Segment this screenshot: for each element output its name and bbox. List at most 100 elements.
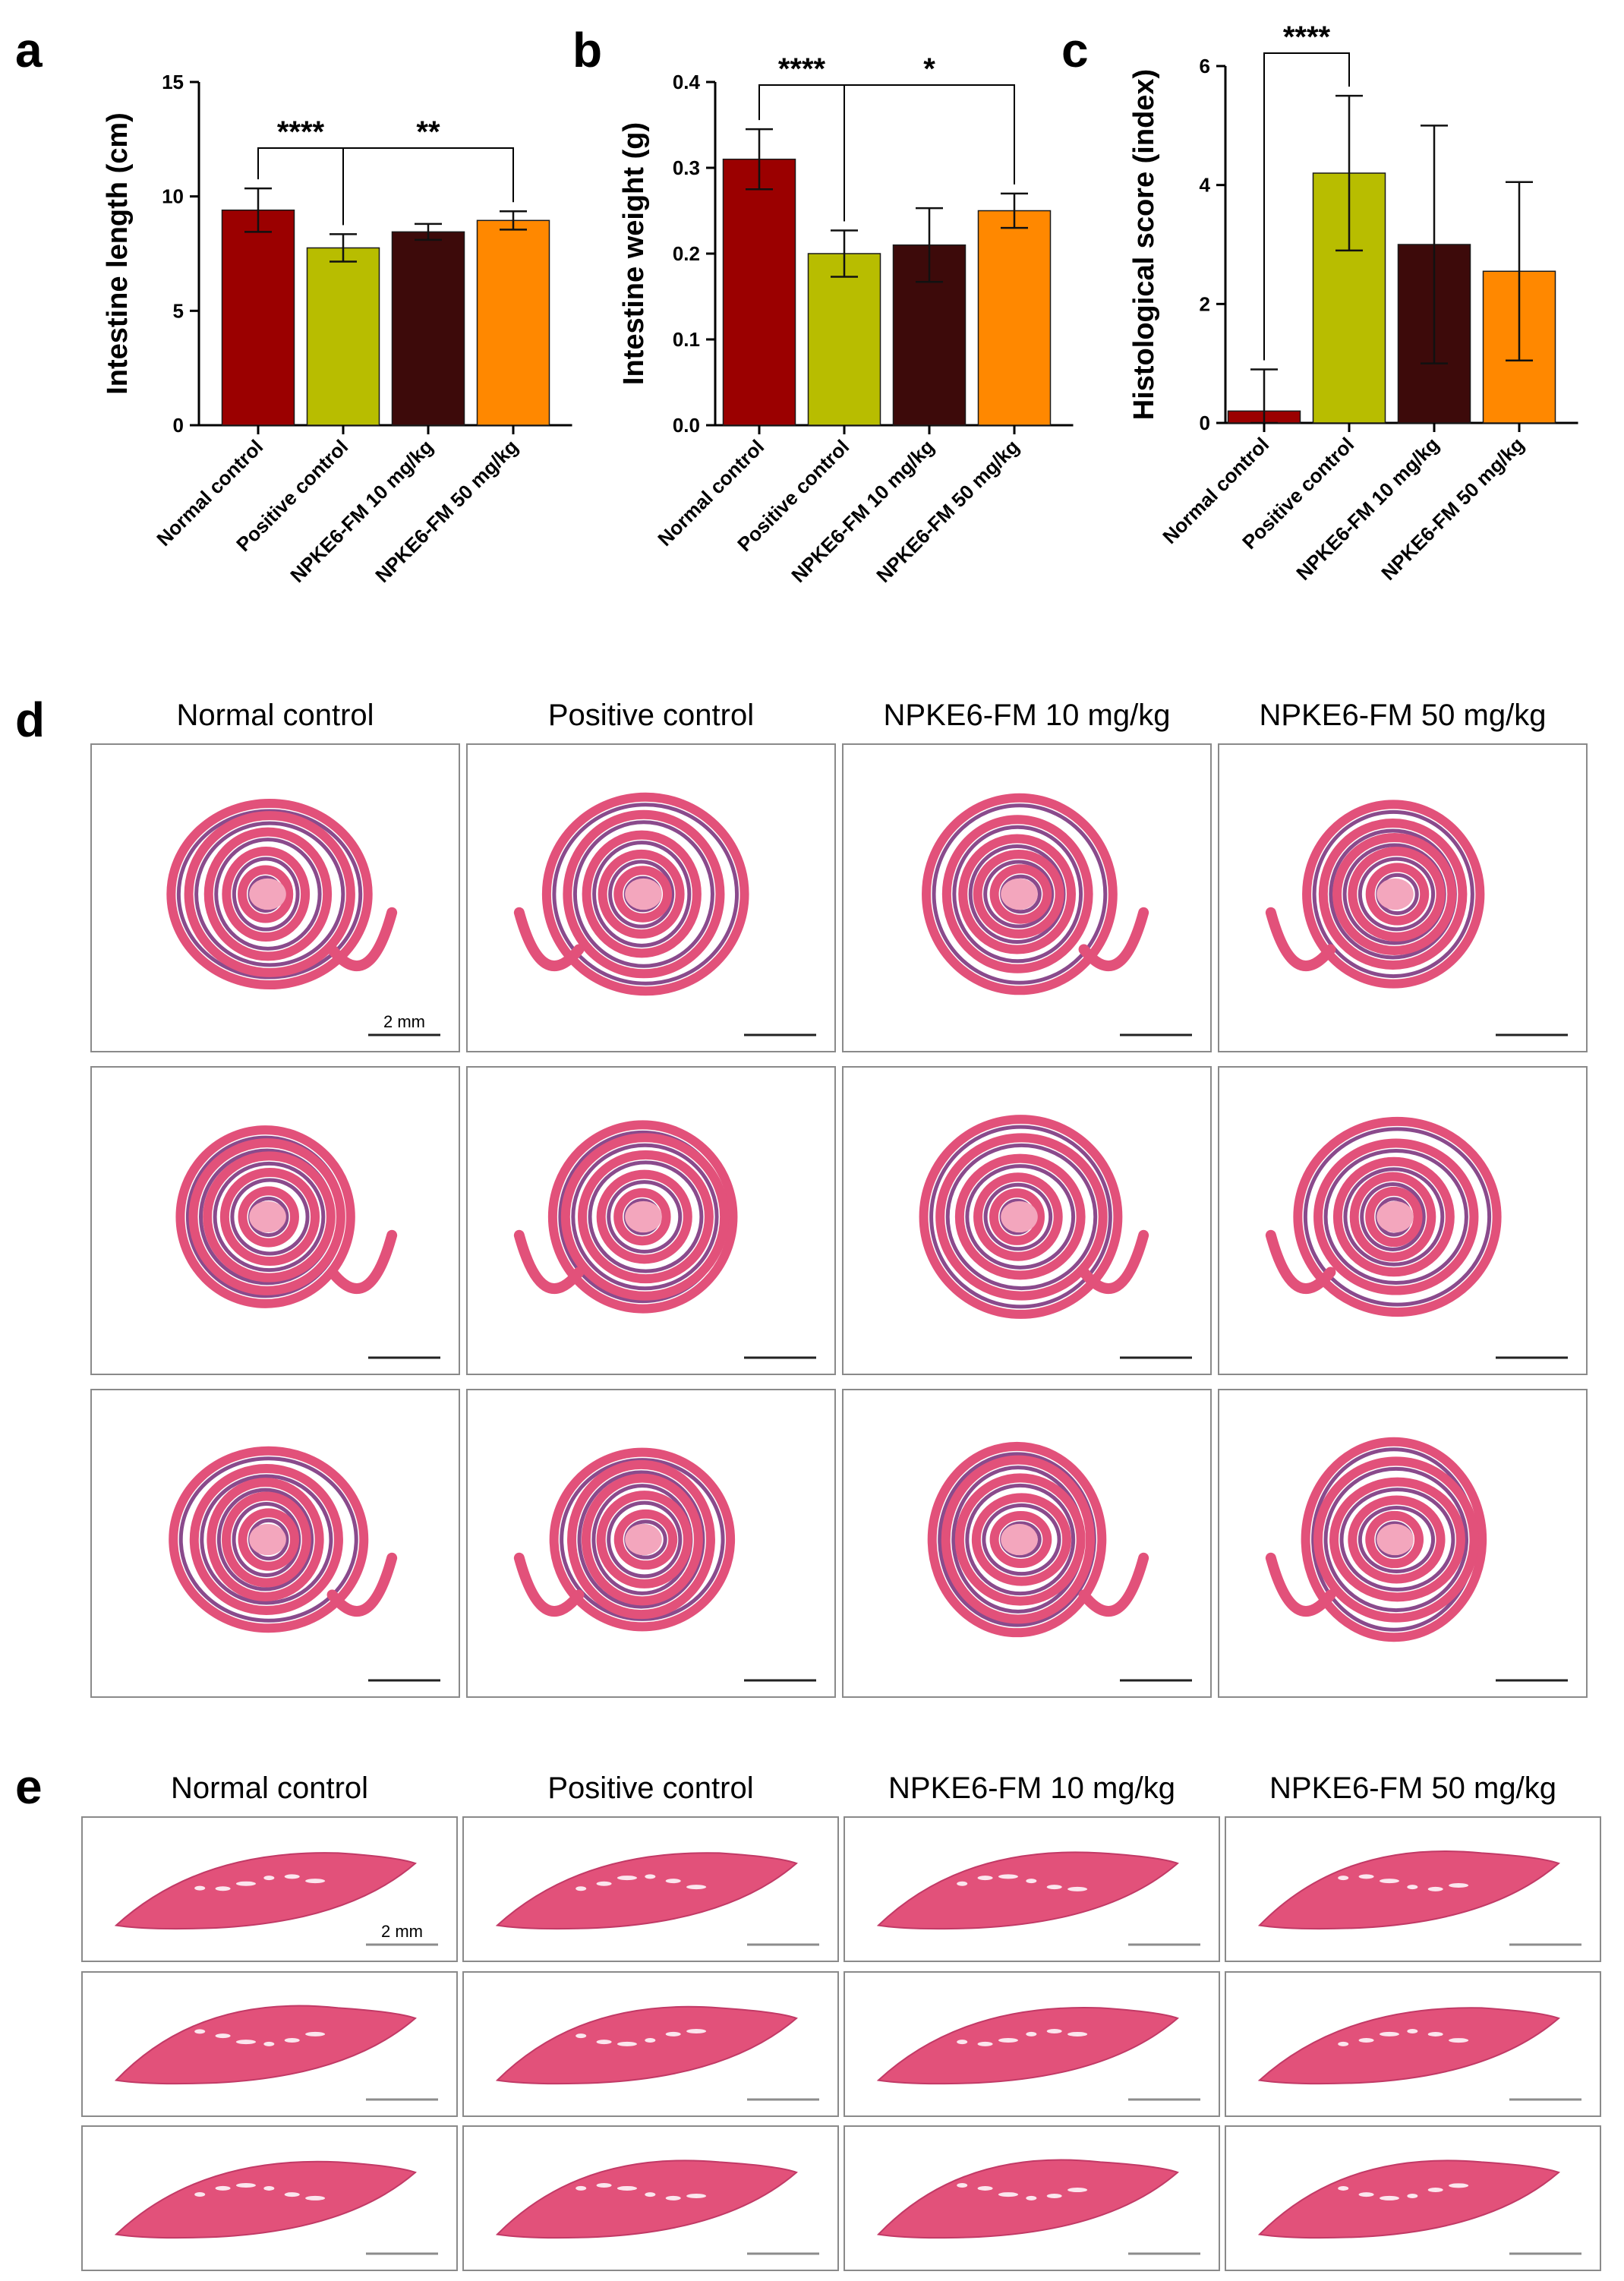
tissue-ring (581, 1473, 703, 1606)
tissue-ring-inner (932, 803, 1108, 985)
column-title: NPKE6-FM 10 mg/kg (884, 699, 1171, 732)
tissue-core (1376, 878, 1414, 910)
liver-vessel (1427, 2031, 1443, 2036)
significance-label: **** (277, 115, 325, 149)
liver-vessel (1427, 2188, 1443, 2193)
liver-vessel (686, 2029, 707, 2033)
liver-vessel (284, 1874, 300, 1879)
tissue-tail (1078, 1229, 1149, 1294)
histology-image (1218, 743, 1588, 1052)
tissue-ring (922, 793, 1118, 995)
tissue-ring (1313, 1456, 1479, 1623)
x-tick-label: NPKE6-FM 50 mg/kg (872, 435, 1023, 587)
liver-vessel (1046, 2194, 1062, 2199)
y-tick-label: 6 (1200, 55, 1210, 77)
histology-panel-d: d Normal control Positive control NPKE6-FM … (15, 693, 1588, 1698)
panel-letter: c (1061, 23, 1089, 77)
significance-label: **** (1283, 21, 1331, 54)
histology-image (844, 1971, 1220, 2117)
histology-image (1225, 2125, 1601, 2271)
liver-section (876, 2007, 1179, 2085)
tissue-ring (1332, 1156, 1455, 1277)
tissue-tail (1265, 907, 1336, 971)
tissue-ring-inner (571, 1143, 719, 1291)
liver-vessel (215, 1886, 231, 1891)
tissue-ring (578, 1150, 714, 1284)
liver-vessel (194, 1885, 206, 1891)
histology-image (466, 743, 836, 1052)
column-title: NPKE6-FM 10 mg/kg (888, 1771, 1175, 1805)
x-tick-label: NPKE6-FM 50 mg/kg (371, 435, 522, 587)
tissue-ring (941, 1455, 1096, 1624)
liver-vessel (1338, 1876, 1349, 1881)
histology-image (1225, 1816, 1601, 1962)
histology-image (844, 1816, 1220, 1962)
tissue-ring (184, 811, 355, 977)
bar (306, 247, 380, 426)
tissue-ring-inner (592, 841, 692, 948)
tissue-ring-inner (983, 860, 1055, 929)
liver-vessel (263, 2185, 275, 2191)
liver-section (114, 1852, 417, 1930)
tissue-ring (222, 1491, 311, 1588)
tissue-ring (549, 1447, 736, 1632)
liver-vessel (263, 2041, 275, 2046)
liver-vessel (998, 1874, 1018, 1879)
liver-vessel (575, 2033, 587, 2039)
tissue-ring-inner (213, 1161, 326, 1273)
liver-vessel (998, 2192, 1018, 2197)
liver-vessel (1026, 2195, 1037, 2201)
tissue-ring (238, 1186, 299, 1248)
tissue-ring-inner (577, 1470, 705, 1609)
x-tick-label: NPKE6-FM 50 mg/kg (1376, 433, 1528, 585)
tissue-ring (219, 1167, 320, 1267)
liver-vessel (1358, 2192, 1374, 2197)
x-tick-label: NPKE6-FM 10 mg/kg (787, 435, 938, 587)
liver-vessel (284, 2038, 300, 2043)
panel-letter: a (15, 23, 43, 77)
tissue-ring-inner (608, 860, 675, 929)
tissue-ring-inner (176, 809, 363, 980)
tissue-core (1001, 1523, 1038, 1556)
y-tick-label: 2 (1200, 292, 1210, 315)
panel-letter: d (15, 693, 45, 747)
liver-vessel (1449, 1883, 1469, 1888)
liver-vessel (686, 2194, 707, 2199)
tissue-ring (563, 809, 725, 979)
image-frame (1225, 1971, 1601, 2117)
bar (977, 210, 1052, 426)
liver-vessel (977, 1876, 993, 1881)
histology-image (1225, 1971, 1601, 2117)
liver-vessel (1046, 1885, 1062, 1890)
tissue-ring-inner (230, 1178, 310, 1256)
tissue-ring (1329, 1477, 1465, 1602)
histology-image (844, 2125, 1220, 2271)
tissue-tail (1265, 1552, 1336, 1617)
histology-image (462, 2125, 839, 2271)
histology-image (81, 2125, 458, 2271)
tissue-tail (1078, 1552, 1149, 1617)
significance-label: **** (778, 52, 826, 86)
liver-vessel (235, 2040, 256, 2045)
tissue-ring-inner (216, 1488, 314, 1592)
tissue-ring-inner (1358, 857, 1436, 932)
significance-bracket (1263, 52, 1350, 361)
liver-vessel (1379, 1879, 1399, 1884)
histology-image (1218, 1389, 1588, 1698)
liver-vessel (645, 2038, 656, 2043)
liver-vessel (1449, 2183, 1469, 2188)
y-tick-label: 0.1 (673, 328, 700, 351)
tissue-ring (989, 1511, 1052, 1568)
liver-vessel (305, 2195, 326, 2201)
bar (722, 158, 796, 426)
tissue-ring (1332, 833, 1457, 955)
liver-section (1257, 2007, 1560, 2085)
tissue-ring-inner (1323, 1148, 1468, 1286)
histology-image (842, 1066, 1212, 1375)
tissue-ring-inner (929, 1125, 1112, 1309)
liver-vessel (977, 2041, 993, 2046)
tissue-ring (1348, 847, 1446, 942)
y-tick-label: 0.3 (673, 156, 700, 179)
